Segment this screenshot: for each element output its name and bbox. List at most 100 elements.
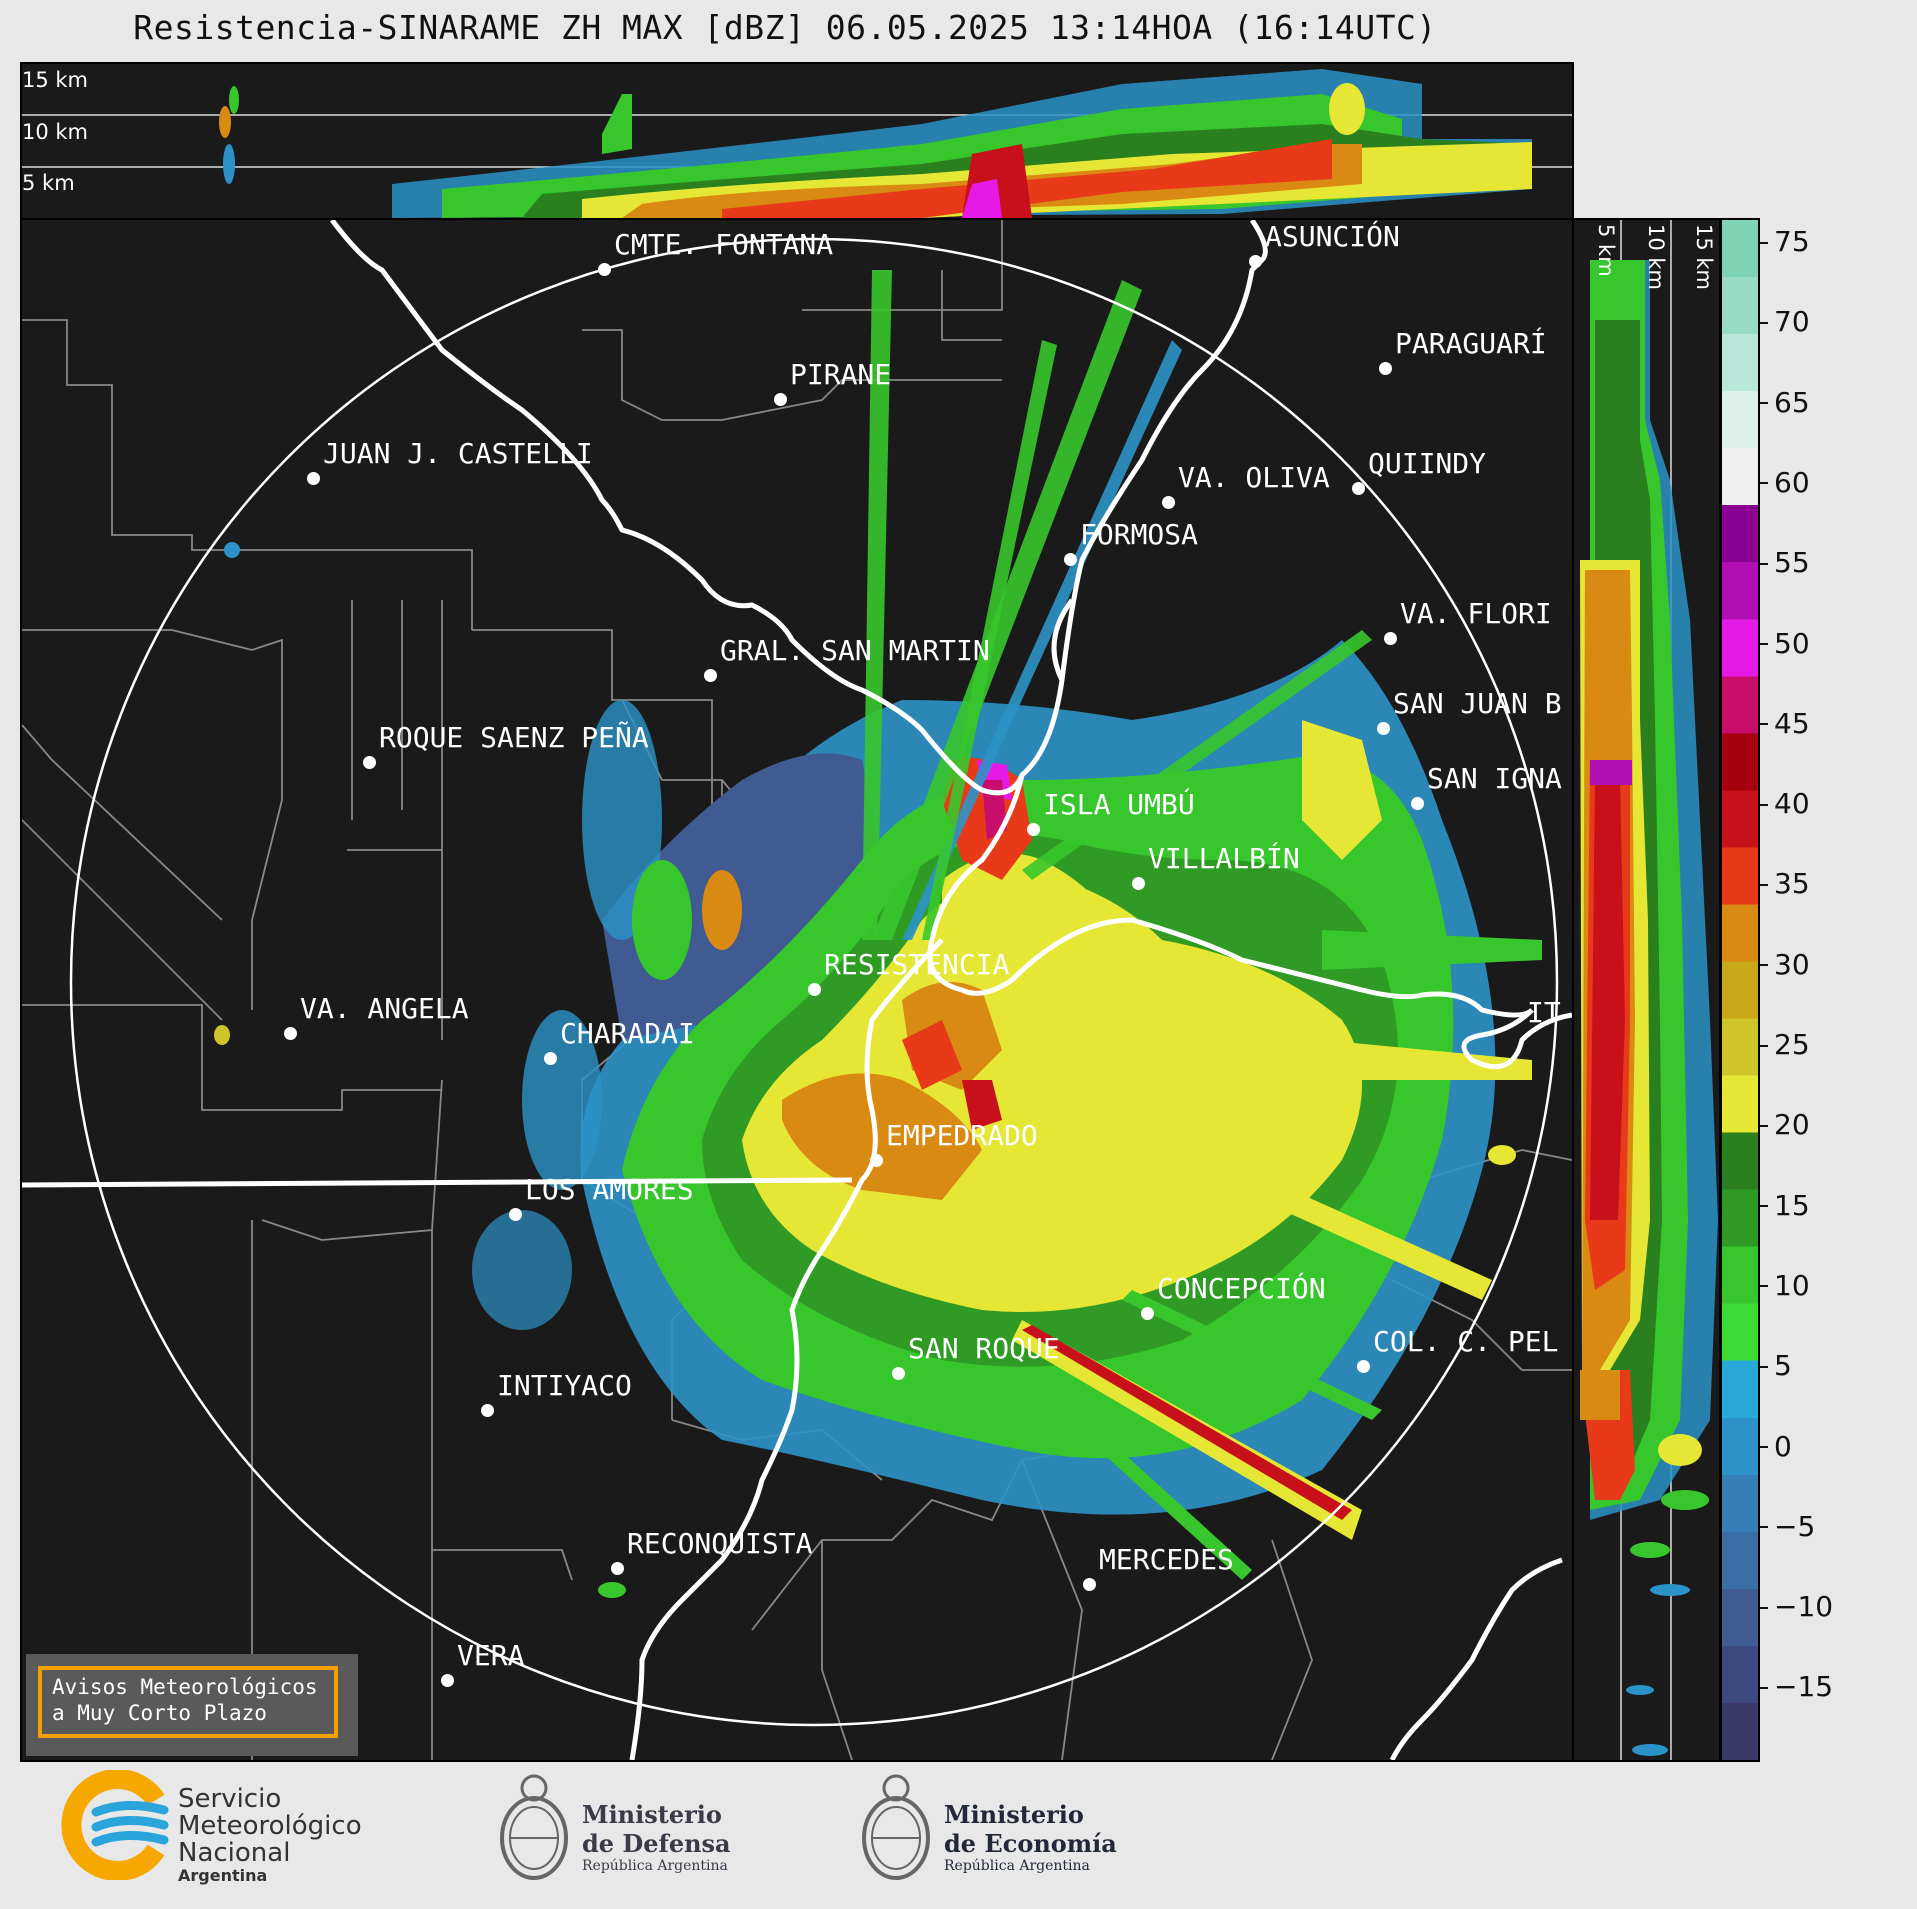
city-label: EMPEDRADO [886, 1119, 1038, 1152]
ministry-country: República Argentina [944, 1858, 1090, 1874]
city-label: FORMOSA [1080, 518, 1199, 551]
city-marker [774, 393, 787, 406]
city-marker [892, 1367, 905, 1380]
smn-name-line: Argentina [178, 1866, 268, 1885]
city-marker [704, 669, 717, 682]
city-marker [284, 1027, 297, 1040]
city-label: PIRANE [790, 358, 892, 391]
ministry-name: de Defensa [582, 1829, 731, 1858]
city-label: MERCEDES [1099, 1543, 1234, 1576]
city-label: VA. ANGELA [300, 992, 469, 1025]
radar-map: CMTE. FONTANA ASUNCIÓN PIRANE PARAGUARÍ … [20, 218, 1574, 1762]
notice-line: a Muy Corto Plazo [52, 1701, 267, 1725]
argentina-seal-icon [500, 1774, 568, 1880]
colorbar-tick-label: 45 [1760, 707, 1900, 740]
city-label: VA. FLORI [1400, 597, 1552, 630]
city-label: VILLALBÍN [1148, 842, 1300, 875]
smn-emblem-icon [61, 1770, 169, 1880]
ministry-country: República Argentina [582, 1858, 728, 1874]
colorbar-tick-label: 0 [1760, 1430, 1900, 1463]
colorbar-tick-label: 40 [1760, 787, 1900, 820]
colorbar-tick-label: −10 [1760, 1590, 1900, 1623]
city-marker [544, 1052, 557, 1065]
notice-line: Avisos Meteorológicos [52, 1675, 318, 1699]
city-marker [870, 1154, 883, 1167]
city-label: SAN JUAN B [1393, 687, 1562, 720]
city-label: VERA [457, 1639, 525, 1672]
city-marker [1027, 823, 1040, 836]
colorbar-tick-label: 60 [1760, 466, 1900, 499]
city-marker [509, 1208, 522, 1221]
city-label: LOS AMORES [525, 1173, 694, 1206]
colorbar-tick-label: 15 [1760, 1189, 1900, 1222]
city-label: CHARADAI [560, 1017, 695, 1050]
colorbar-tick-label: 55 [1760, 546, 1900, 579]
smn-name-line: Meteorológico [178, 1811, 362, 1841]
city-marker [611, 1562, 624, 1575]
city-label: ISLA UMBÚ [1043, 788, 1195, 821]
colorbar-tick-label: 5 [1760, 1349, 1900, 1382]
warning-notice: Avisos Meteorológicos a Muy Corto Plazo [26, 1654, 358, 1756]
city-label: SAN IGNA [1427, 762, 1562, 795]
ministry-name: Ministerio [582, 1800, 722, 1829]
warning-notice-box: Avisos Meteorológicos a Muy Corto Plazo [38, 1666, 338, 1738]
colorbar-tick-label: 50 [1760, 627, 1900, 660]
colorbar-tick-label: 25 [1760, 1028, 1900, 1061]
smn-name-line: Servicio [178, 1784, 282, 1814]
city-marker [1357, 1360, 1370, 1373]
city-marker [363, 756, 376, 769]
ministry-name: de Economía [944, 1829, 1117, 1858]
height-label: 10 km [1644, 224, 1668, 291]
city-label: RECONQUISTA [627, 1527, 813, 1560]
height-label: 15 km [1692, 224, 1716, 291]
city-marker [481, 1404, 494, 1417]
economia-logo: Ministerio de Economía República Argenti… [856, 1770, 1117, 1890]
city-marker [1411, 797, 1424, 810]
city-label: CMTE. FONTANA [614, 228, 834, 261]
right-cross-section: 5 km 10 km 15 km [1570, 218, 1721, 1762]
argentina-seal-icon [862, 1774, 930, 1880]
city-marker [1384, 632, 1397, 645]
colorbar-tick-label: 35 [1760, 867, 1900, 900]
city-label: INTIYACO [497, 1369, 632, 1402]
smn-logo: Servicio Meteorológico Nacional Argentin… [56, 1770, 362, 1885]
city-label: ASUNCIÓN [1265, 220, 1400, 253]
city-marker [1132, 877, 1145, 890]
city-marker [598, 263, 611, 276]
colorbar-tick-label: 65 [1760, 386, 1900, 419]
city-label: GRAL. SAN MARTIN [720, 634, 990, 667]
colorbar-tick-label: −15 [1760, 1670, 1900, 1703]
top-cross-section: 15 km 10 km 5 km [20, 62, 1574, 220]
defensa-logo: Ministerio de Defensa República Argentin… [494, 1770, 731, 1890]
city-marker [441, 1674, 454, 1687]
colorbar-tick-label: 70 [1760, 305, 1900, 338]
city-marker [1377, 722, 1390, 735]
city-marker [1083, 1578, 1096, 1591]
city-label: COL. C. PEL [1373, 1325, 1559, 1358]
colorbar-tick-label: 10 [1760, 1269, 1900, 1302]
city-label: SAN ROQUE [908, 1332, 1060, 1365]
city-label: PARAGUARÍ [1395, 327, 1547, 360]
city-label: QUIINDY [1368, 447, 1487, 480]
colorbar-tick-label: 20 [1760, 1108, 1900, 1141]
city-marker [1141, 1307, 1154, 1320]
city-label: VA. OLIVA [1178, 461, 1330, 494]
colorbar-tick-label: 30 [1760, 948, 1900, 981]
height-label: 10 km [22, 120, 89, 144]
city-marker [808, 983, 821, 996]
city-label: RESISTENCIA [824, 948, 1010, 981]
dbz-colorbar [1720, 218, 1760, 1762]
city-label: JUAN J. CASTELLI [323, 437, 593, 470]
height-label: 15 km [22, 68, 89, 92]
colorbar-tick-label: −5 [1760, 1510, 1900, 1543]
city-label: ROQUE SAENZ PEÑA [379, 721, 649, 754]
city-marker [307, 472, 320, 485]
city-label: IT [1527, 996, 1561, 1029]
ministry-name: Ministerio [944, 1800, 1084, 1829]
city-marker [1064, 553, 1077, 566]
smn-name-line: Nacional [178, 1838, 291, 1868]
colorbar-tick-label: 75 [1760, 225, 1900, 258]
height-label: 5 km [1594, 224, 1618, 277]
page-title: Resistencia-SINARAME ZH MAX [dBZ] 06.05.… [133, 8, 1437, 47]
height-label: 5 km [22, 171, 75, 195]
